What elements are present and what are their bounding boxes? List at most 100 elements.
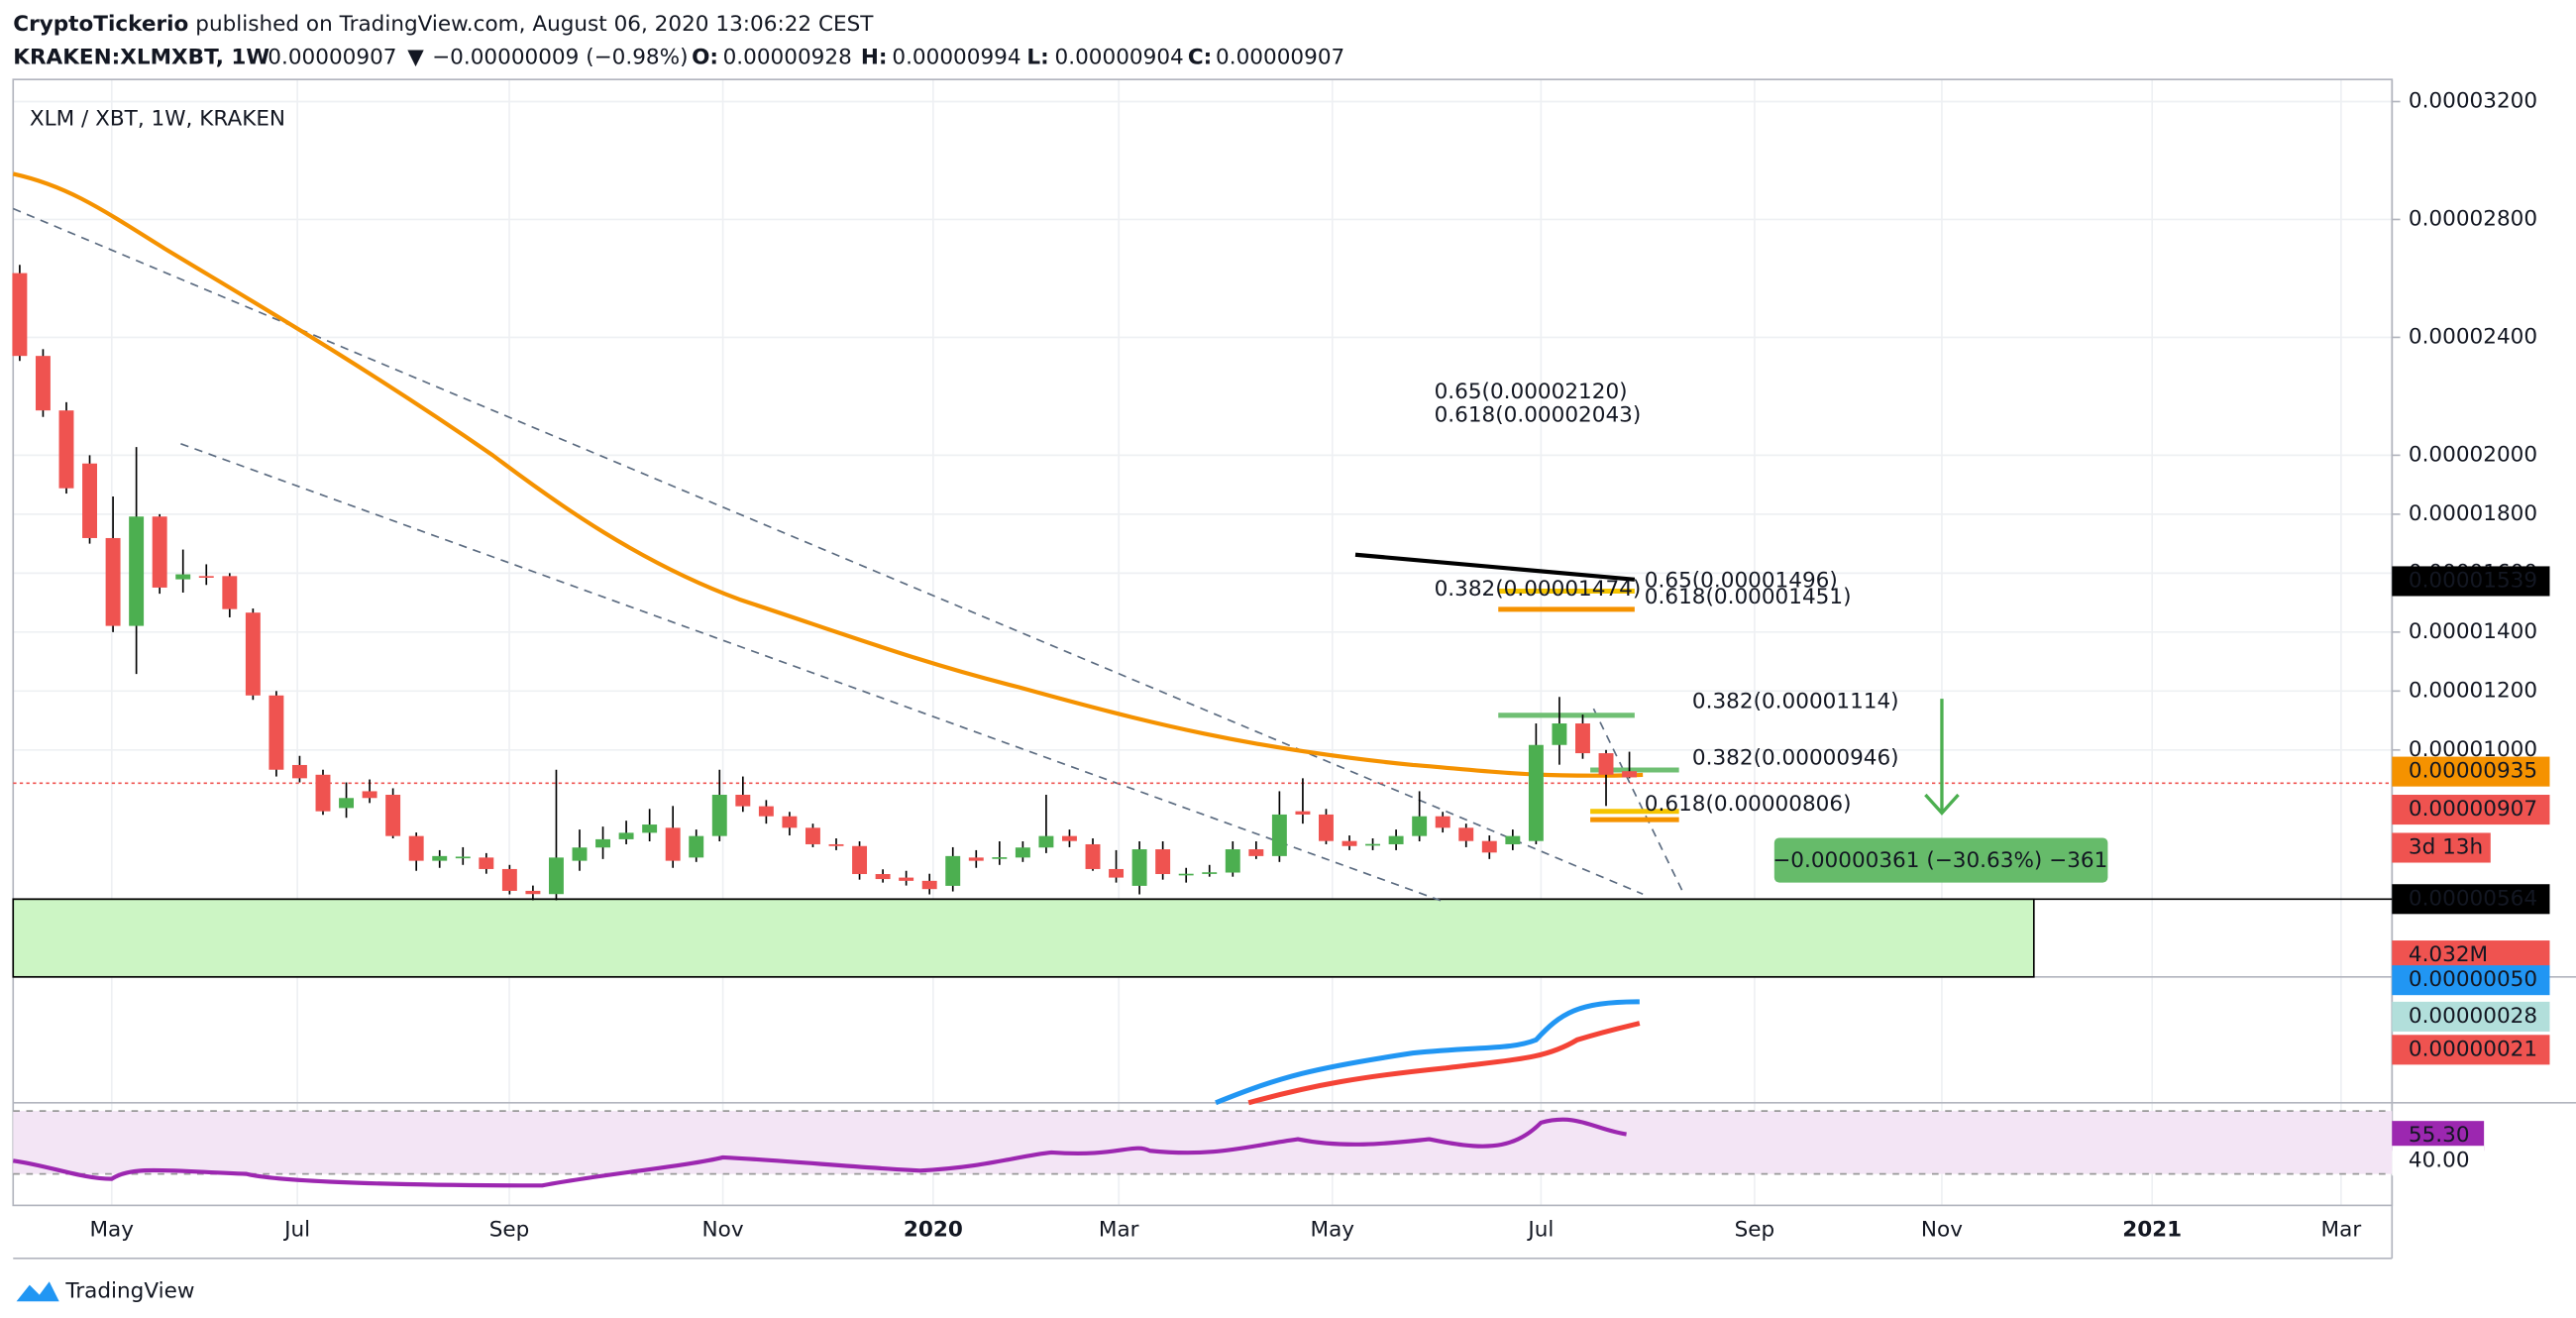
- measure-box: [1773, 837, 2108, 883]
- price-tag-label: 0.00000907: [2409, 797, 2537, 822]
- candle-body: [525, 890, 541, 895]
- price-tag: [2392, 756, 2550, 787]
- candle-body: [152, 516, 167, 588]
- candle-body: [58, 410, 74, 489]
- price-tag-label: 0.00000564: [2409, 886, 2537, 911]
- candle-body: [595, 838, 611, 848]
- fib-label: 0.382(0.00001474): [1435, 577, 1642, 602]
- fib-label: 0.618(0.00000806): [1645, 792, 1852, 817]
- price-tag: [2392, 965, 2550, 996]
- candle-body: [1062, 835, 1077, 841]
- candle-body: [362, 791, 377, 799]
- ticker-item: C:: [1188, 45, 1212, 69]
- candle-body: [805, 827, 820, 844]
- candle-body: [1598, 753, 1614, 775]
- price-tag-label: 40.00: [2409, 1148, 2470, 1172]
- y-tick-label: 0.00002400: [2409, 324, 2537, 349]
- candle-body: [1109, 868, 1125, 878]
- ticker-item: KRAKEN:XLMXBT, 1W: [13, 45, 269, 69]
- y-tick-label: 0.00002800: [2409, 206, 2537, 231]
- candle-body: [82, 463, 97, 538]
- candle-body: [1038, 835, 1054, 848]
- rsi-line: [12, 1117, 1627, 1188]
- candle-body: [1015, 847, 1030, 858]
- x-tick-label: Nov: [1921, 1217, 1963, 1242]
- candle-body: [35, 356, 51, 411]
- candle-body: [1085, 843, 1101, 869]
- candle-body: [12, 273, 28, 357]
- candle-body: [921, 880, 937, 890]
- y-tick-label: 0.00001400: [2409, 619, 2537, 644]
- fib-label: 0.65(0.00001496): [1645, 568, 1838, 593]
- x-tick-label: May: [1310, 1217, 1354, 1242]
- x-tick-label: 2020: [904, 1217, 963, 1242]
- price-tag-label: 3d 13h: [2409, 834, 2483, 859]
- ticker-item: ▼: [407, 45, 424, 69]
- candle-body: [1248, 849, 1264, 856]
- candle-body: [1295, 811, 1311, 815]
- candle-body: [198, 576, 214, 579]
- fib-label: 0.618(0.00002043): [1435, 402, 1642, 427]
- moving-average: [12, 171, 1644, 778]
- candle-body: [245, 612, 261, 696]
- candle-body: [385, 795, 401, 836]
- signal-line: [1247, 1021, 1641, 1106]
- ticker-item: 0.00000904: [1055, 45, 1184, 69]
- x-tick-label: Nov: [702, 1217, 744, 1242]
- candle-body: [268, 695, 284, 770]
- candle-body: [1202, 872, 1218, 874]
- candle-body: [222, 576, 238, 609]
- candle-body: [339, 798, 355, 809]
- pane-title: XLM / XBT, 1W, KRAKEN: [30, 106, 285, 131]
- rsi-band: [13, 1111, 2393, 1174]
- x-tick-label: 2021: [2122, 1217, 2182, 1242]
- candle-body: [968, 857, 984, 861]
- ticker-item: 0.00000907: [1216, 45, 1344, 69]
- candle-body: [735, 795, 751, 807]
- macd-line: [1215, 999, 1640, 1106]
- x-tick-label: Sep: [1735, 1217, 1775, 1242]
- fib-label: 0.618(0.00001451): [1645, 585, 1852, 609]
- price-tag: [2392, 1001, 2550, 1032]
- candle-body: [899, 877, 914, 881]
- x-tick-label: Mar: [2321, 1217, 2362, 1242]
- resistance-line: [1354, 552, 1636, 582]
- candle-body: [711, 795, 727, 836]
- candle-body: [315, 774, 331, 812]
- candle-body: [1388, 835, 1404, 844]
- ticker-item: 0.00000907: [268, 45, 396, 69]
- candle-body: [105, 537, 121, 626]
- candle-body: [572, 847, 588, 861]
- candle-body: [548, 857, 564, 895]
- grid: [13, 79, 2393, 1206]
- price-tag-label: 0.00000021: [2409, 1037, 2537, 1061]
- price-tag: [2392, 884, 2550, 915]
- candle-body: [1225, 849, 1240, 873]
- candle-body: [852, 845, 868, 875]
- candle-body: [1155, 849, 1171, 875]
- ticker-item: 0.00000994: [892, 45, 1020, 69]
- y-tick-label: 0.00001200: [2409, 678, 2537, 703]
- y-tick-label: 0.00003200: [2409, 88, 2537, 113]
- candle-body: [992, 857, 1008, 859]
- candle-body: [665, 827, 681, 861]
- candles: [12, 265, 1638, 901]
- support-zone: [12, 898, 2035, 978]
- y-tick-label: 0.00001800: [2409, 501, 2537, 526]
- candle-body: [129, 516, 145, 626]
- price-tag-label: 0.00000935: [2409, 759, 2537, 784]
- candle-body: [432, 855, 448, 861]
- x-tick-label: Jul: [282, 1217, 310, 1242]
- ticker-item: 0.00000928: [723, 45, 852, 69]
- price-tag-label: 0.00000050: [2409, 967, 2537, 992]
- candle-body: [1271, 814, 1287, 856]
- candle-body: [1319, 814, 1334, 841]
- price-tag-label: 0.00000028: [2409, 1004, 2537, 1029]
- fib-label: 0.382(0.00001114): [1692, 689, 1899, 714]
- published: published on TradingView.com, August 06,…: [195, 12, 874, 37]
- candle-body: [1622, 771, 1638, 778]
- candle-body: [1365, 843, 1381, 846]
- x-tick-label: Mar: [1099, 1217, 1139, 1242]
- x-tick-label: May: [89, 1217, 134, 1242]
